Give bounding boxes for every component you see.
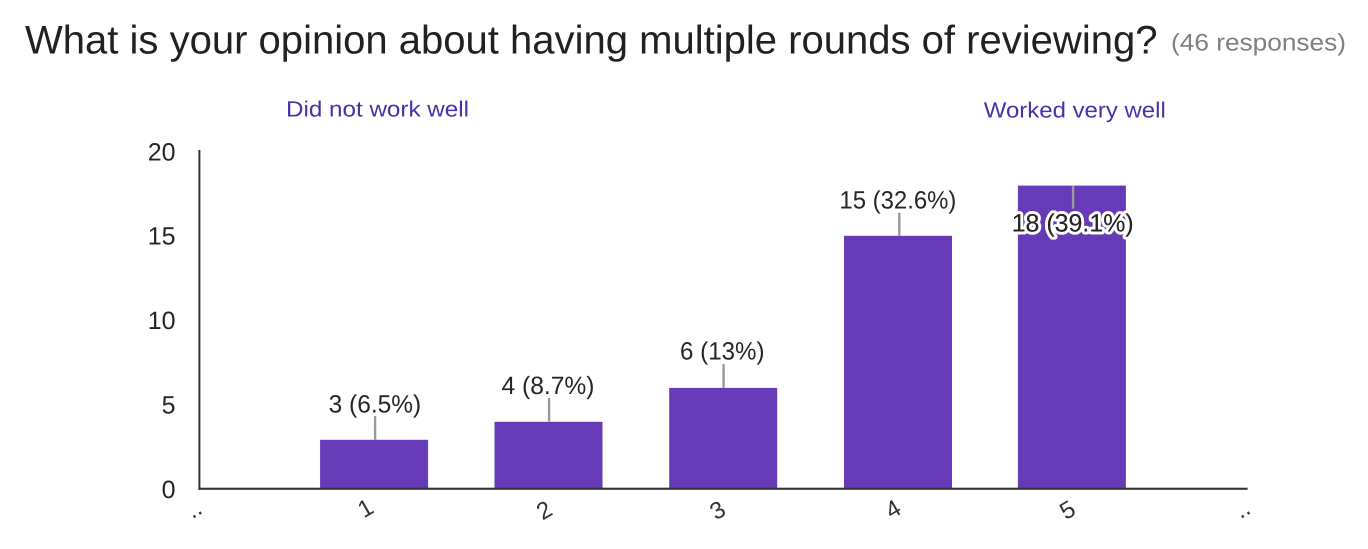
svg-text:Did not work well: Did not work well [286, 97, 469, 122]
svg-text:15 (32.6%): 15 (32.6%) [839, 186, 956, 214]
svg-text:4 (8.7%): 4 (8.7%) [502, 372, 595, 400]
svg-text:(46 responses): (46 responses) [1171, 30, 1346, 57]
svg-text:18 (39.1%): 18 (39.1%) [1012, 210, 1134, 238]
svg-text:6 (13%): 6 (13%) [680, 338, 765, 366]
svg-text:15: 15 [148, 223, 176, 251]
svg-text:Worked very well: Worked very well [984, 97, 1166, 122]
svg-text:18 (39.1%): 18 (39.1%) [1012, 210, 1134, 238]
svg-text:3 (6.5%): 3 (6.5%) [329, 390, 422, 418]
svg-text:What is your opinion about hav: What is your opinion about having multip… [25, 19, 1158, 63]
svg-text:20: 20 [148, 138, 176, 166]
svg-text:0: 0 [162, 476, 176, 504]
svg-text:10: 10 [148, 307, 176, 335]
svg-text:5: 5 [162, 392, 176, 420]
